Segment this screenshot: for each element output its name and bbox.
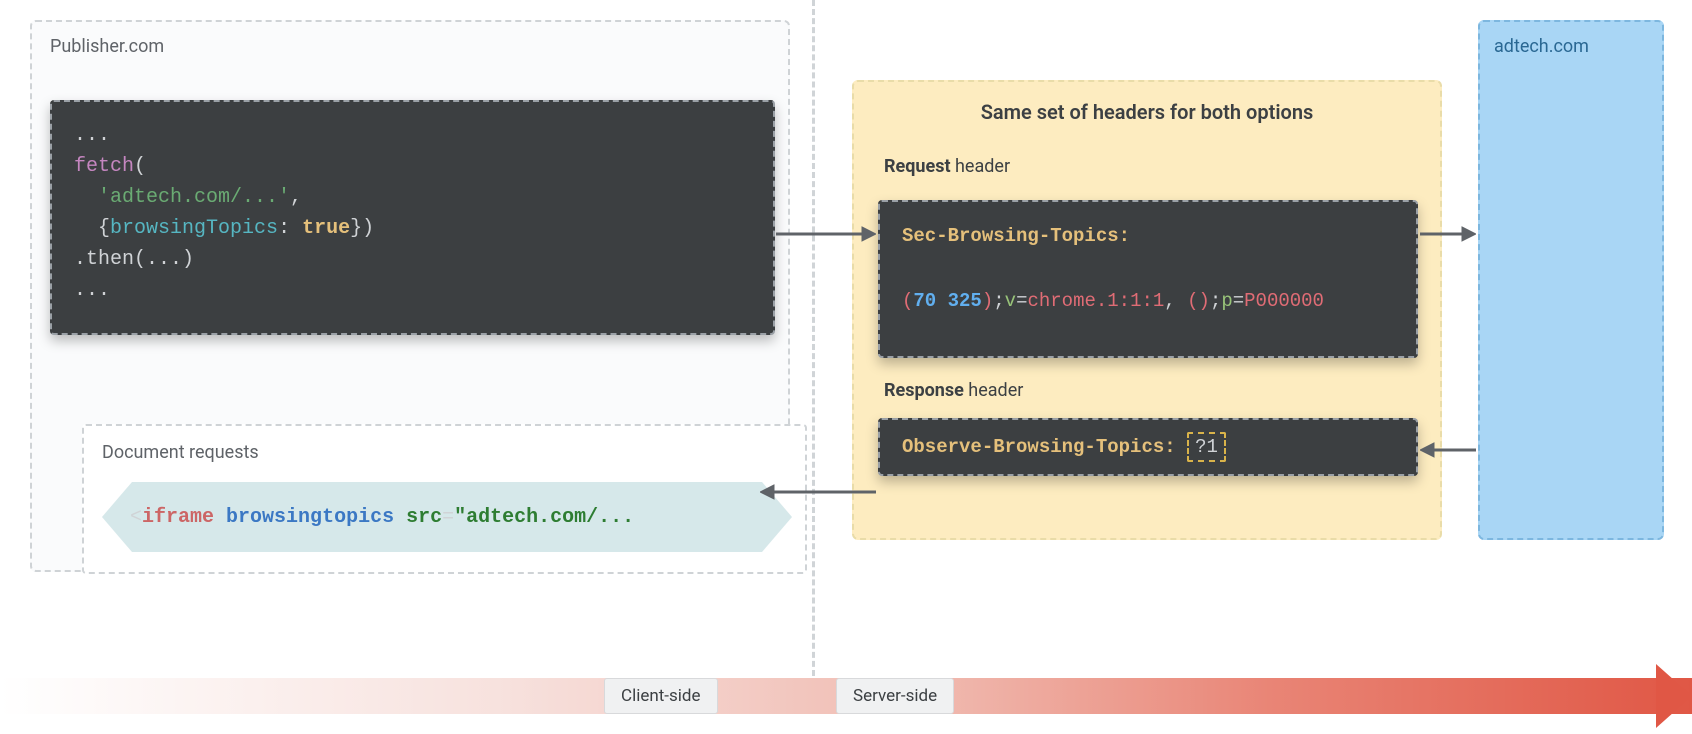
fetch-comma: , — [290, 186, 302, 209]
resp-hdr-key: Observe-Browsing-Topics — [902, 436, 1164, 458]
document-requests-label: Document requests — [102, 442, 259, 463]
request-header-code: Sec-Browsing-Topics: (70 325);v=chrome.1… — [878, 200, 1418, 358]
req-vkey: v — [1005, 290, 1016, 312]
resp-hdr-colon: : — [1164, 436, 1175, 458]
req-hdr-key: Sec-Browsing-Topics — [902, 225, 1119, 247]
fetch-ell2: ... — [74, 279, 110, 302]
response-label-bold: Response — [884, 380, 964, 401]
server-side-label: Server-side — [836, 678, 954, 714]
publisher-label: Publisher.com — [50, 36, 164, 57]
iframe-code-pill: <iframe browsingtopics src="adtech.com/.… — [102, 482, 792, 552]
headers-title: Same set of headers for both options — [854, 100, 1440, 124]
adtech-panel: adtech.com — [1478, 20, 1664, 540]
fetch-fn: fetch — [74, 155, 134, 178]
gradient-arrowhead-icon — [1656, 664, 1692, 728]
iframe-src-val: "adtech.com/... — [454, 506, 634, 529]
response-header-label: Response header — [884, 380, 1023, 401]
arrow-request-to-adtech — [1420, 224, 1476, 244]
fetch-str: 'adtech.com/...' — [98, 186, 290, 209]
iframe-tag: iframe — [142, 506, 214, 529]
req-vval: chrome.1:1:1 — [1027, 290, 1164, 312]
arrow-response-to-client — [760, 482, 876, 502]
response-header-code: Observe-Browsing-Topics: ?1 — [878, 418, 1418, 476]
document-requests-panel: Document requests <iframe browsingtopics… — [82, 424, 807, 574]
req-pval: P000000 — [1244, 290, 1324, 312]
req-num2: 325 — [948, 290, 982, 312]
request-label-rest: header — [951, 156, 1011, 177]
request-label-bold: Request — [884, 156, 951, 177]
iframe-lt: < — [130, 506, 142, 529]
fetch-bool: true — [302, 217, 350, 240]
fetch-objclose: } — [350, 217, 362, 240]
fetch-objopen: { — [98, 217, 110, 240]
req-hdr-colon: : — [1119, 225, 1130, 247]
iframe-eq: = — [442, 506, 454, 529]
req-pkey: p — [1221, 290, 1232, 312]
adtech-label: adtech.com — [1494, 36, 1589, 57]
arrow-fetch-to-request — [776, 224, 876, 244]
client-server-divider — [812, 0, 815, 685]
fetch-ell1: ... — [74, 124, 110, 147]
fetch-colon: : — [278, 217, 302, 240]
response-label-rest: header — [964, 380, 1024, 401]
iframe-src-key: src — [406, 506, 442, 529]
fetch-key: browsingTopics — [110, 217, 278, 240]
fetch-then: .then(...) — [74, 248, 194, 271]
req-num1: 70 — [913, 290, 936, 312]
fetch-close: ) — [362, 217, 374, 240]
resp-hdr-val: ?1 — [1187, 432, 1226, 462]
request-header-label: Request header — [884, 156, 1010, 177]
arrow-adtech-to-response — [1420, 440, 1476, 460]
fetch-code-block: ... fetch( 'adtech.com/...', {browsingTo… — [50, 100, 775, 335]
fetch-open: ( — [134, 155, 146, 178]
iframe-attr: browsingtopics — [226, 506, 394, 529]
client-side-label: Client-side — [604, 678, 718, 714]
